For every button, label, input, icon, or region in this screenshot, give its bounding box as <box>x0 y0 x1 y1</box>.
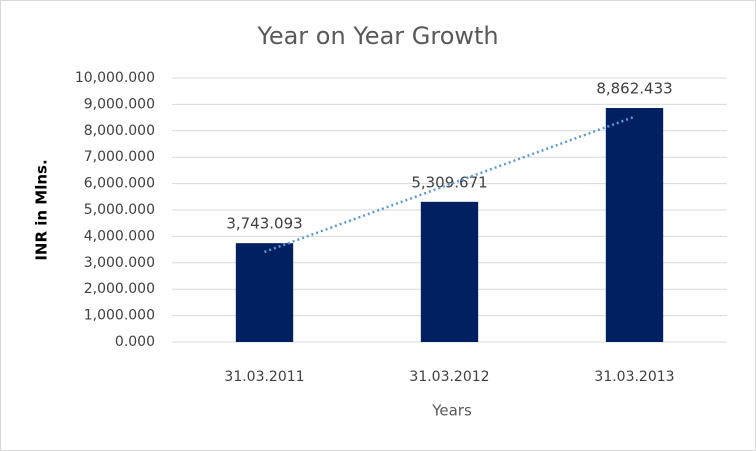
y-tick-label: 6,000.000 <box>84 176 155 192</box>
bar <box>235 243 294 342</box>
y-tick-label: 8,000.000 <box>84 123 155 139</box>
y-tick-label: 1,000.000 <box>84 308 155 324</box>
y-tick-label: 3,000.000 <box>84 255 155 271</box>
data-label: 3,743.093 <box>226 215 302 233</box>
y-tick-label: 10,000.000 <box>75 70 155 86</box>
data-label: 5,309.671 <box>411 173 487 191</box>
bar <box>605 108 664 342</box>
y-tick-label: 0.000 <box>115 334 155 350</box>
y-tick-label: 2,000.000 <box>84 281 155 297</box>
x-tick-label: 31.03.2011 <box>224 369 304 385</box>
y-tick-label: 5,000.000 <box>84 202 155 218</box>
x-tick-label: 31.03.2012 <box>409 369 489 385</box>
x-axis-title: Years <box>431 402 472 420</box>
chart-title: Year on Year Growth <box>256 22 498 50</box>
x-tick-label: 31.03.2013 <box>594 369 674 385</box>
data-label: 8,862.433 <box>596 80 672 98</box>
trendline <box>264 115 635 254</box>
y-axis-title: INR in Mlns. <box>33 159 51 260</box>
bar <box>420 201 479 342</box>
y-tick-label: 9,000.000 <box>84 96 155 112</box>
y-tick-label: 7,000.000 <box>84 149 155 165</box>
y-tick-label: 4,000.000 <box>84 228 155 244</box>
